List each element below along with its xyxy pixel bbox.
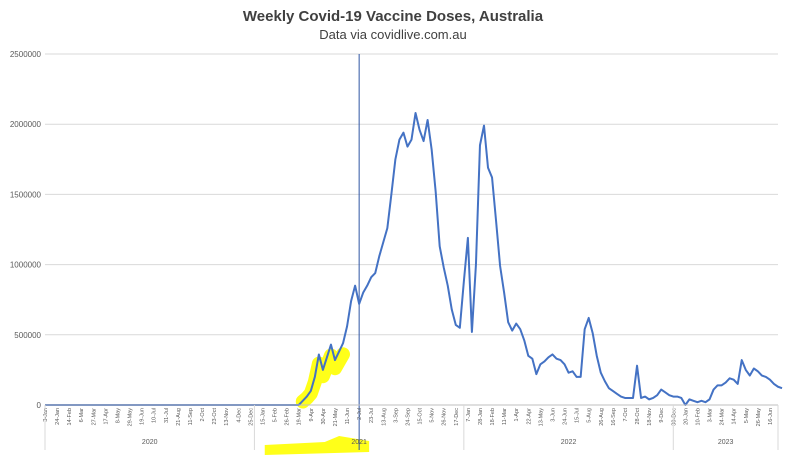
x-tick-label: 23-Jul bbox=[369, 408, 375, 423]
x-tick-label: 1-Apr bbox=[514, 408, 520, 422]
x-tick-label: 5-Aug bbox=[587, 408, 593, 423]
x-tick-label: 3-Jun bbox=[550, 408, 556, 422]
y-tick-label: 1000000 bbox=[10, 261, 42, 270]
x-tick-label: 3-Mar bbox=[708, 408, 714, 423]
x-tick-label: 13-Nov bbox=[224, 408, 230, 426]
x-tick-label: 26-Feb bbox=[285, 408, 291, 425]
year-label: 2020 bbox=[142, 439, 158, 446]
year-label: 2022 bbox=[561, 439, 577, 446]
x-tick-label: 7-Oct bbox=[623, 408, 629, 422]
chart-title: Weekly Covid-19 Vaccine Doses, Australia bbox=[243, 8, 544, 25]
x-tick-label: 11-Mar bbox=[502, 408, 508, 425]
series-line bbox=[45, 111, 783, 406]
x-tick-label: 3-Jan bbox=[43, 408, 49, 422]
x-tick-label: 19-Mar bbox=[297, 408, 303, 426]
x-tick-label: 6-Mar bbox=[79, 408, 85, 423]
x-tick-label: 22-Apr bbox=[526, 408, 532, 425]
highlight-stroke bbox=[295, 347, 350, 409]
x-tick-label: 13-May bbox=[538, 408, 544, 427]
x-tick-label: 28-Jan bbox=[478, 408, 484, 425]
y-tick-label: 2500000 bbox=[10, 50, 42, 59]
x-tick-label: 29-May bbox=[128, 408, 134, 427]
x-tick-label: 24-Sep bbox=[405, 408, 411, 426]
x-tick-label: 5-Nov bbox=[430, 408, 436, 423]
x-tick-label: 30-Apr bbox=[321, 408, 327, 425]
year-label: 2023 bbox=[718, 439, 734, 446]
x-tick-label: 5-Feb bbox=[273, 408, 279, 422]
x-tick-label: 24-Mar bbox=[720, 408, 726, 426]
x-tick-label: 13-Aug bbox=[381, 408, 387, 426]
x-tick-label: 24-Jun bbox=[563, 408, 569, 425]
x-tick-label: 15-Jul bbox=[575, 408, 581, 423]
gridlines bbox=[45, 53, 778, 406]
x-tick-label: 9-Apr bbox=[309, 408, 315, 422]
x-tick-label: 26-Aug bbox=[599, 408, 605, 426]
x-tick-label: 27-Mar bbox=[91, 408, 97, 426]
x-tick-label: 21-Aug bbox=[176, 408, 182, 426]
highlight-bar bbox=[264, 436, 370, 455]
x-tick-label: 18-Nov bbox=[647, 408, 653, 426]
x-tick-label: 25-Dec bbox=[248, 408, 254, 426]
x-tick-label: 14-Apr bbox=[732, 408, 738, 425]
x-tick-label: 30-Dec bbox=[671, 408, 677, 426]
x-tick-label: 21-May bbox=[333, 408, 339, 427]
y-tick-label: 500000 bbox=[14, 331, 41, 340]
x-tick-label: 15-Jan bbox=[260, 408, 266, 425]
x-tick-label: 15-Oct bbox=[418, 408, 424, 425]
x-tick-label: 5-May bbox=[744, 408, 750, 424]
x-tick-label: 19-Jun bbox=[140, 408, 146, 425]
x-tick-label: 23-Oct bbox=[212, 408, 218, 425]
y-tick-label: 2000000 bbox=[10, 120, 42, 129]
highlight-marks bbox=[264, 347, 370, 455]
x-tick-label: 11-Sep bbox=[188, 408, 194, 425]
chart-subtitle: Data via covidlive.com.au bbox=[319, 27, 466, 42]
x-tick-label: 3-Sep bbox=[393, 408, 399, 423]
x-tick-label: 10-Jul bbox=[152, 408, 158, 423]
y-tick-label: 1500000 bbox=[10, 190, 42, 199]
x-tick-label: 8-May bbox=[115, 408, 121, 424]
x-tick-label: 17-Dec bbox=[454, 408, 460, 426]
x-tick-label: 2-Jul bbox=[357, 408, 363, 420]
year-label: 2021 bbox=[351, 439, 367, 446]
x-tick-label: 26-Nov bbox=[442, 408, 448, 426]
x-tick-label: 17-Apr bbox=[103, 408, 109, 425]
x-tick-label: 31-Jul bbox=[164, 408, 170, 423]
x-tick-label: 24-Jan bbox=[55, 408, 61, 425]
x-tick-label: 20-Jan bbox=[683, 408, 689, 425]
y-tick-label: 0 bbox=[37, 401, 42, 410]
x-tick-label: 4-Dec bbox=[236, 408, 242, 423]
x-tick-label: 14-Feb bbox=[67, 408, 73, 425]
x-axis: 3-Jan 24-Jan 14-Feb 6-Mar 27-Mar 17-Apr 8-May 2… bbox=[43, 404, 779, 450]
x-tick-label: 16-Jun bbox=[768, 408, 774, 425]
x-tick-label: 16-Sep bbox=[611, 408, 617, 426]
y-axis: 0 500000 1000000 1500000 2000000 2500000 bbox=[10, 50, 42, 410]
x-tick-label: 7-Jan bbox=[466, 408, 472, 422]
x-tick-label: 28-Oct bbox=[635, 408, 641, 425]
x-tick-label: 10-Feb bbox=[695, 408, 701, 425]
x-tick-label: 2-Oct bbox=[200, 408, 206, 422]
x-tick-label: 26-May bbox=[756, 408, 762, 427]
x-tick-label: 11-Jun bbox=[345, 408, 351, 424]
x-tick-label: 18-Feb bbox=[490, 408, 496, 425]
x-tick-label: 9-Dec bbox=[659, 408, 665, 423]
